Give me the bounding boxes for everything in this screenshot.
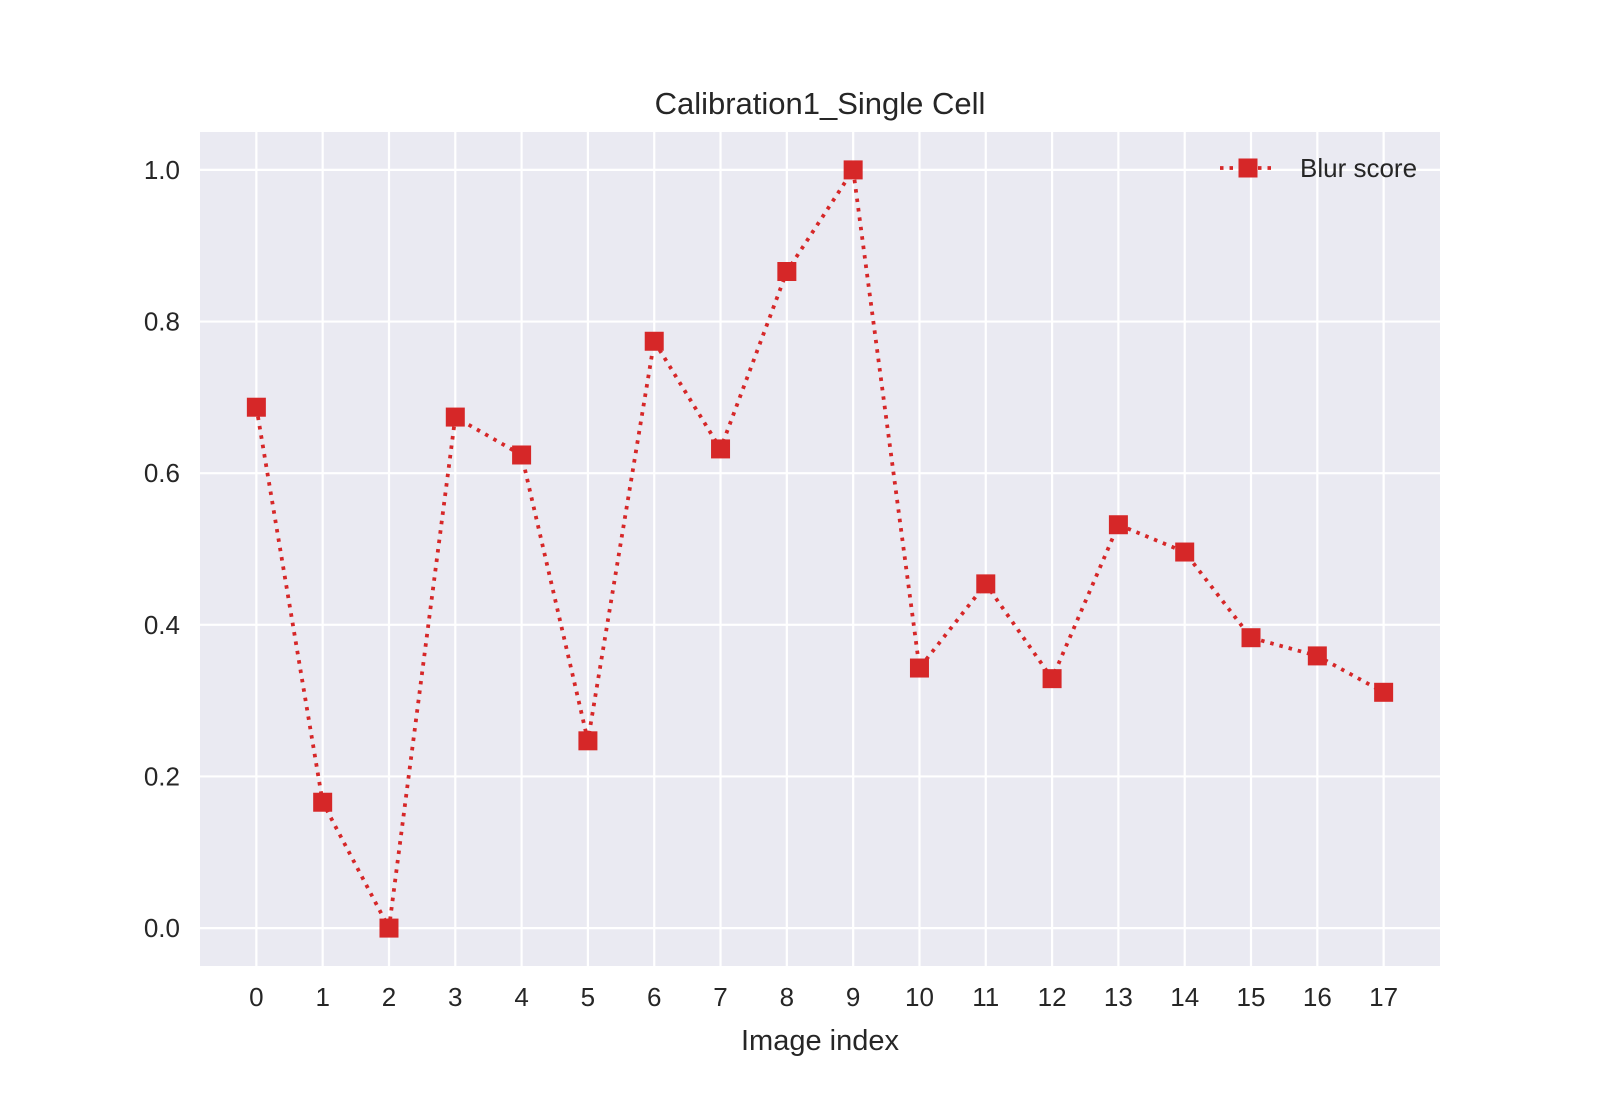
data-point <box>1042 669 1062 689</box>
data-point <box>313 792 333 812</box>
legend-label-blur-score: Blur score <box>1300 153 1417 183</box>
data-point <box>246 397 266 417</box>
x-tick-label: 1 <box>315 982 329 1012</box>
y-tick-label: 1.0 <box>144 155 180 185</box>
y-tick-label: 0.2 <box>144 761 180 791</box>
x-tick-label: 13 <box>1104 982 1133 1012</box>
x-tick-label: 6 <box>647 982 661 1012</box>
y-tick-label: 0.4 <box>144 610 180 640</box>
x-tick-label: 17 <box>1369 982 1398 1012</box>
tick-labels: 0 1 2 3 4 5 6 7 8 9 10 11 12 13 14 15 16 170.00.20.40.60.… <box>144 155 1398 1012</box>
x-tick-label: 10 <box>905 982 934 1012</box>
y-tick-label: 0.0 <box>144 913 180 943</box>
series-line-blur-score <box>254 164 1385 935</box>
data-point <box>512 445 532 465</box>
legend-marker <box>1238 158 1258 178</box>
x-tick-label: 8 <box>780 982 794 1012</box>
x-axis-label: Image index <box>741 1025 899 1057</box>
x-tick-label: 14 <box>1170 982 1199 1012</box>
x-tick-label: 12 <box>1038 982 1067 1012</box>
x-tick-label: 15 <box>1237 982 1266 1012</box>
data-point <box>644 331 664 351</box>
data-point <box>1108 515 1128 535</box>
data-point <box>578 731 598 751</box>
chart-title: Calibration1_Single Cell <box>655 86 986 121</box>
data-point <box>976 574 996 594</box>
y-tick-label: 0.8 <box>144 307 180 337</box>
x-tick-label: 7 <box>713 982 727 1012</box>
data-point <box>1307 646 1327 666</box>
data-point <box>1374 682 1394 702</box>
data-point <box>1241 628 1261 648</box>
x-tick-label: 4 <box>514 982 528 1012</box>
data-point <box>711 439 731 459</box>
data-point <box>379 918 399 938</box>
x-tick-label: 16 <box>1303 982 1332 1012</box>
data-point <box>777 262 797 282</box>
x-tick-label: 0 <box>249 982 263 1012</box>
series-layer <box>246 160 1394 938</box>
data-point <box>909 658 929 678</box>
data-point <box>843 160 863 180</box>
x-tick-label: 5 <box>581 982 595 1012</box>
legend: Blur score <box>1220 153 1417 183</box>
data-point <box>1175 542 1195 562</box>
x-tick-label: 2 <box>382 982 396 1012</box>
x-tick-label: 9 <box>846 982 860 1012</box>
y-tick-label: 0.6 <box>144 458 180 488</box>
plot-area <box>200 132 1440 966</box>
grid-lines <box>200 132 1440 966</box>
x-tick-label: 11 <box>972 982 999 1012</box>
data-point <box>445 407 465 427</box>
x-tick-label: 3 <box>448 982 462 1012</box>
